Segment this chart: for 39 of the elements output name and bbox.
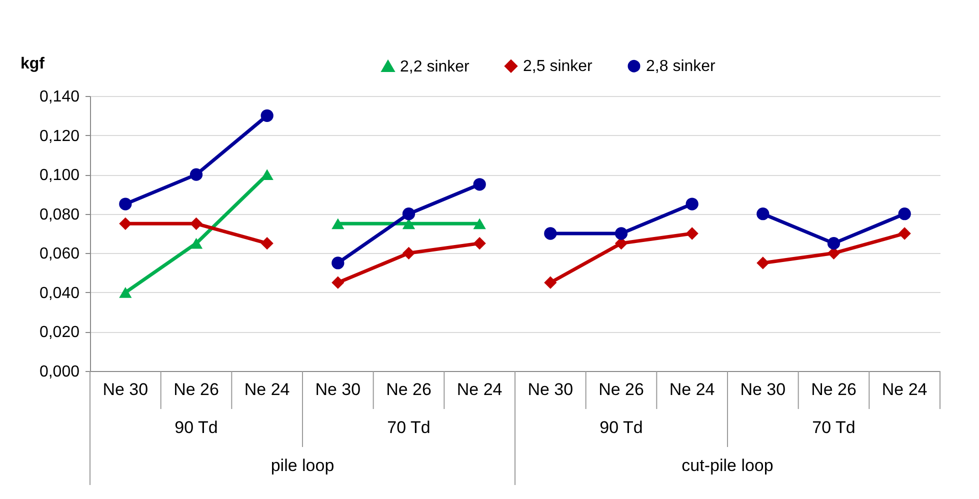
point (260, 109, 274, 122)
y-tick-label: 0,040 (39, 284, 80, 302)
y-tick-label: 0,060 (39, 246, 80, 263)
point (190, 217, 203, 230)
x-tick-label: Ne 24 (456, 380, 502, 399)
point (260, 236, 274, 250)
text: pile loop (270, 456, 334, 475)
x-tick-label: Ne 26 (386, 380, 432, 399)
text: cut-pile loop (682, 456, 774, 475)
legend-label: 2,8 sinker (646, 58, 716, 76)
y-tick-label: 0,140 (39, 88, 80, 106)
y-tick-label: 0,020 (39, 324, 80, 342)
point (756, 256, 770, 270)
x-tick-label: Ne 26 (598, 380, 644, 399)
x-tick-label: Ne 24 (244, 380, 290, 399)
point (190, 238, 203, 249)
text: 90 Td (174, 418, 218, 437)
y-tick-label: 0,000 (39, 364, 80, 380)
text: 90 Td (600, 418, 643, 437)
x-tick-label: Ne 30 (740, 380, 786, 399)
legend-label: 2,2 sinker (400, 58, 470, 76)
y-axis-title: kgf (20, 56, 46, 72)
text: 70 Td (387, 418, 430, 437)
y-tick-label: 0,100 (39, 167, 80, 184)
text: 70 Td (812, 418, 856, 437)
x-tick-label: Ne 30 (528, 380, 574, 399)
point (119, 286, 132, 298)
x-tick-label: Ne 30 (315, 380, 361, 399)
x-tick-label: Ne 24 (882, 380, 928, 399)
point (190, 168, 203, 181)
point (119, 217, 132, 230)
legend-label: 2,5 sinker (523, 58, 594, 76)
x-tick-label: Ne 26 (811, 380, 856, 399)
x-tick-label: Ne 30 (102, 380, 148, 399)
y-tick-label: 0,120 (39, 128, 80, 145)
point (119, 198, 132, 210)
x-tick-label: Ne 26 (174, 380, 219, 399)
x-tick-label: Ne 24 (669, 380, 715, 399)
y-tick-label: 0,080 (39, 206, 80, 224)
